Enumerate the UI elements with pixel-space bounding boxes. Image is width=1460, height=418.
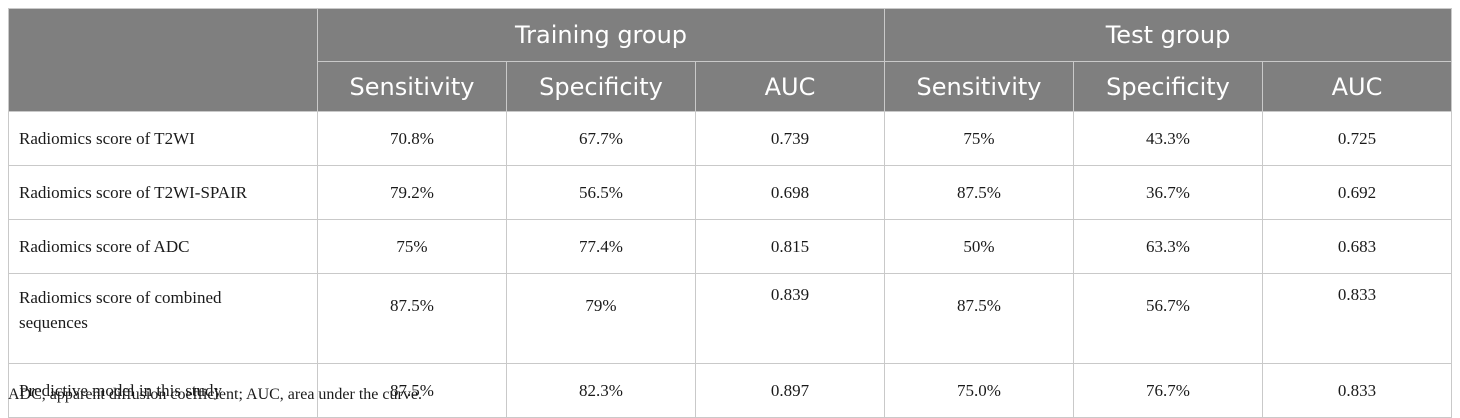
table-cell: 76.7% (1073, 363, 1264, 418)
row-label: Predictive model in this study (8, 363, 318, 418)
test-group-header: Test group (884, 8, 1453, 62)
table-cell: 63.3% (1073, 219, 1264, 274)
row-label: Radiomics score of combined sequences (8, 273, 318, 364)
corner-header (8, 8, 318, 112)
table-cell: 43.3% (1073, 111, 1264, 166)
table-cell: 36.7% (1073, 165, 1264, 220)
table-cell: 0.833 (1262, 363, 1453, 418)
group-header-row: Training group Test group (8, 8, 1453, 112)
cell-text: 0.833 (1337, 285, 1377, 304)
table-cell: 0.739 (694, 111, 886, 166)
table-cell: 0.698 (694, 165, 886, 220)
table-cell: 56.7% (1073, 273, 1264, 364)
table-cell: 50% (884, 219, 1075, 274)
table-cell: 70.8% (317, 111, 507, 166)
training-sensitivity-header: Sensitivity (317, 61, 507, 112)
table-cell: 56.5% (506, 165, 696, 220)
table-footnote: ADC, apparent diffusion coefficient; AUC… (8, 386, 422, 403)
cell-text: 87.5% (957, 296, 1001, 315)
training-group-header: Training group (316, 8, 886, 62)
cell-text: 87.5% (390, 296, 434, 315)
table-cell: 75% (317, 219, 507, 274)
table-cell: 87.5% (317, 363, 507, 418)
test-specificity-header: Specificity (1073, 61, 1264, 112)
table-cell: 0.897 (694, 363, 886, 418)
test-auc-header: AUC (1262, 61, 1453, 112)
row-label-text: Radiomics score of combined sequences (19, 288, 222, 332)
cell-text: 56.7% (1146, 296, 1190, 315)
table-cell: 0.683 (1262, 219, 1453, 274)
performance-table: Training group Test group Sensitivity Sp… (8, 8, 1453, 418)
test-sensitivity-header: Sensitivity (884, 61, 1075, 112)
table-cell: 0.725 (1262, 111, 1453, 166)
results-table-container: Training group Test group Sensitivity Sp… (8, 8, 1453, 418)
row-label: Radiomics score of T2WI (8, 111, 318, 166)
table-row: Radiomics score of T2WI 70.8% 67.7% 0.73… (8, 111, 1453, 166)
table-cell: 75% (884, 111, 1075, 166)
row-label: Radiomics score of ADC (8, 219, 318, 274)
table-cell: 75.0% (884, 363, 1075, 418)
table-cell: 0.833 (1262, 273, 1453, 364)
training-auc-header: AUC (694, 61, 886, 112)
table-cell: 87.5% (884, 273, 1075, 364)
table-cell: 79% (506, 273, 696, 364)
table-row: Radiomics score of T2WI-SPAIR 79.2% 56.5… (8, 165, 1453, 220)
table-row: Radiomics score of ADC 75% 77.4% 0.815 5… (8, 219, 1453, 274)
sub-header-row: Sensitivity Specificity AUC Sensitivity … (9, 61, 1453, 112)
table-cell: 79.2% (317, 165, 507, 220)
row-label: Radiomics score of T2WI-SPAIR (8, 165, 318, 220)
table-cell: 82.3% (506, 363, 696, 418)
table-cell: 0.815 (694, 219, 886, 274)
cell-text: 0.839 (770, 285, 810, 304)
table-cell: 87.5% (884, 165, 1075, 220)
training-specificity-header: Specificity (506, 61, 696, 112)
table-cell: 87.5% (317, 273, 507, 364)
table-row: Predictive model in this study 87.5% 82.… (8, 363, 1453, 418)
table-row: Radiomics score of combined sequences 87… (8, 273, 1453, 364)
table-cell: 67.7% (506, 111, 696, 166)
table-cell: 77.4% (506, 219, 696, 274)
table-cell: 0.692 (1262, 165, 1453, 220)
table-cell: 0.839 (694, 273, 886, 364)
cell-text: 79% (585, 296, 617, 315)
